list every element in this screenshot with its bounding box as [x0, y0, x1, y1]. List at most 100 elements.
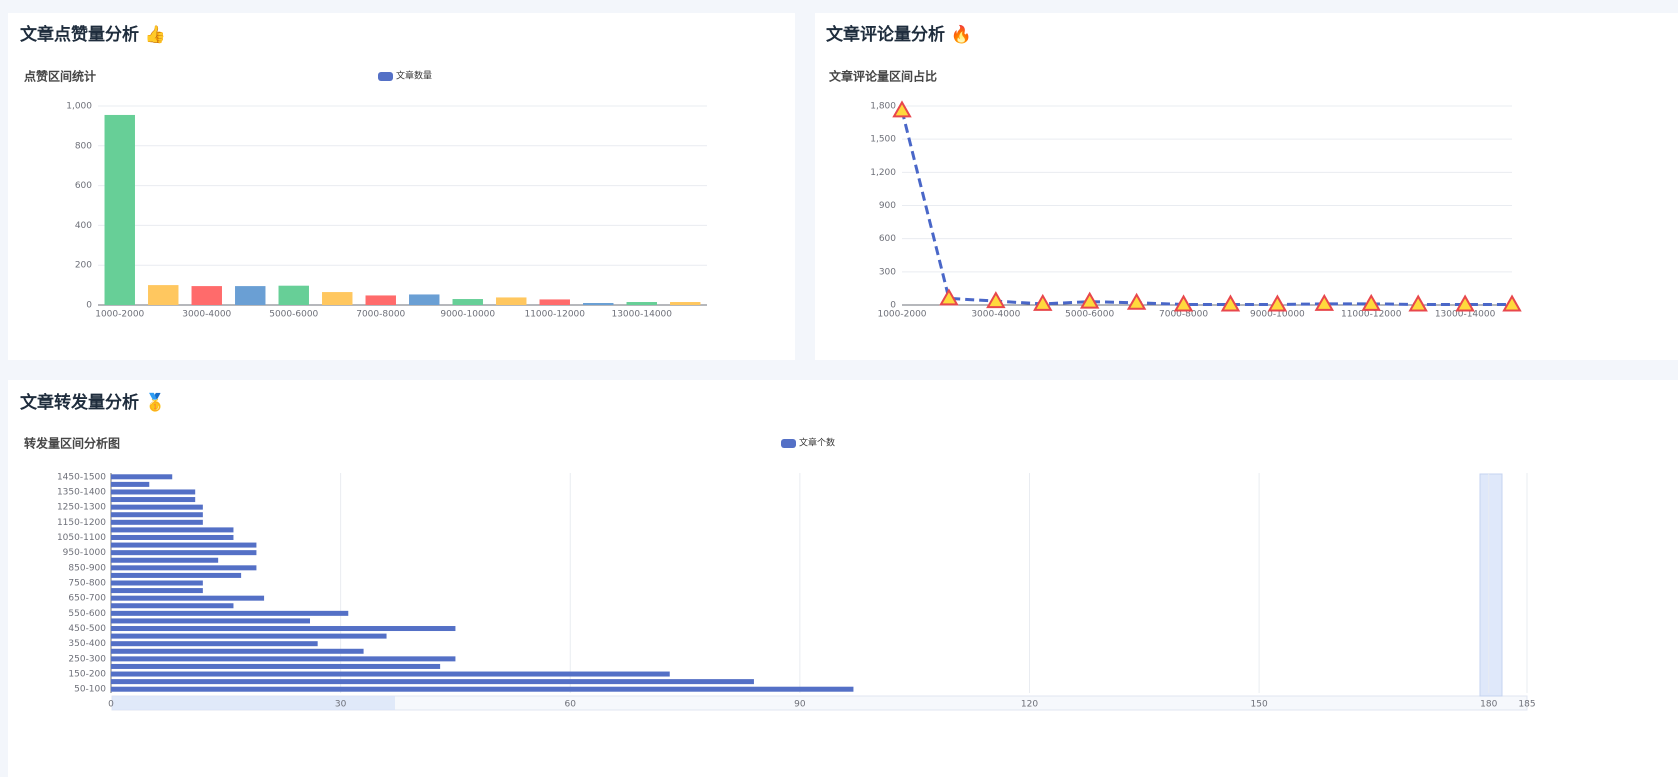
y-tick-label: 400: [75, 221, 92, 231]
bar: [111, 610, 349, 616]
chart-title: 转发量区间分析图: [24, 436, 120, 451]
bar: [104, 114, 135, 305]
panel: [8, 380, 1678, 777]
marker: [1220, 294, 1241, 312]
x-tick-label: 60: [565, 700, 577, 710]
y-tick-label: 550-600: [68, 609, 106, 619]
bar: [111, 671, 670, 677]
y-tick-label: 900: [879, 201, 896, 211]
bar: [365, 295, 396, 305]
zoom-slider[interactable]: [1479, 473, 1503, 697]
bar: [111, 489, 196, 495]
marker: [1314, 293, 1335, 311]
x-tick-label: 13000-14000: [1435, 310, 1496, 320]
bar: [539, 299, 570, 305]
y-tick-label: 950-1000: [63, 548, 107, 558]
y-tick-label: 1,200: [870, 168, 896, 178]
y-tick-label: 750-800: [68, 579, 106, 589]
bar: [626, 302, 657, 305]
y-tick-label: 450-500: [68, 624, 106, 634]
zoom-window[interactable]: [112, 696, 395, 710]
bar: [409, 294, 440, 305]
x-tick-label: 1000-2000: [95, 310, 144, 320]
bar: [111, 603, 234, 609]
bar: [452, 299, 483, 305]
x-tick-label: 7000-8000: [356, 310, 405, 320]
panel: [8, 13, 795, 360]
y-tick-label: 1,000: [66, 102, 92, 112]
bar: [111, 618, 311, 624]
marker: [1408, 294, 1428, 312]
x-tick-label: 7000-8000: [1159, 310, 1208, 320]
bar: [111, 595, 265, 601]
bar: [111, 572, 242, 578]
line: [900, 110, 1512, 306]
legend-label: 文章数量: [396, 70, 432, 82]
y-tick-label: 0: [86, 301, 92, 311]
x-tick-label: 150: [1251, 700, 1268, 710]
legend-label: 文章个数: [799, 437, 835, 449]
panel: [815, 13, 1678, 360]
bar: [111, 527, 234, 533]
bar: [235, 286, 266, 305]
chart-title: 点赞区间统计: [24, 69, 96, 84]
bar: [148, 285, 179, 305]
y-tick-label: 1,500: [870, 135, 896, 145]
marker: [986, 291, 1006, 309]
y-tick-label: 1050-1100: [57, 533, 106, 543]
x-tick-label: 30: [335, 700, 347, 710]
marker: [1267, 294, 1288, 312]
bar: [111, 565, 257, 571]
bar: [111, 656, 456, 662]
marker: [1502, 294, 1522, 312]
x-tick-label: 1000-2000: [877, 310, 926, 320]
x-tick-label: 9000-10000: [1250, 310, 1305, 320]
bar: [670, 302, 701, 305]
x-tick-label: 5000-6000: [269, 310, 318, 320]
y-tick-label: 1,800: [870, 102, 896, 112]
bar: [111, 679, 754, 685]
bar: [111, 588, 203, 594]
y-tick-label: 150-200: [68, 670, 106, 680]
x-tick-label: 9000-10000: [440, 310, 495, 320]
bar: [111, 648, 364, 654]
bar: [278, 285, 309, 305]
marker: [1126, 292, 1147, 310]
bar: [111, 512, 203, 518]
y-tick-label: 50-100: [74, 685, 106, 695]
marker: [1079, 291, 1100, 309]
marker: [1361, 293, 1381, 311]
bar: [111, 580, 203, 586]
bar: [191, 286, 222, 305]
bar: [496, 297, 527, 305]
marker: [939, 288, 959, 306]
y-tick-label: 1150-1200: [57, 518, 106, 528]
marker: [1455, 294, 1475, 312]
x-tick-label: 5000-6000: [1065, 310, 1114, 320]
y-tick-label: 600: [879, 234, 896, 244]
x-tick-label: 11000-12000: [1341, 310, 1402, 320]
bar: [111, 481, 150, 487]
y-tick-label: 300: [879, 267, 896, 277]
panel-title: 文章转发量分析 🥇: [20, 392, 166, 413]
x-tick-label: 0: [108, 700, 114, 710]
panel-title: 文章评论量分析 🔥: [826, 24, 972, 45]
y-tick-label: 850-900: [68, 563, 106, 573]
bar: [111, 626, 456, 632]
bar: [111, 641, 318, 647]
marker: [1033, 293, 1053, 311]
bar: [111, 534, 234, 540]
legend-swatch: [378, 72, 393, 81]
chart-title: 文章评论量区间占比: [829, 69, 937, 84]
bar: [111, 474, 173, 480]
bar: [322, 292, 353, 305]
y-tick-label: 800: [75, 141, 92, 151]
y-tick-label: 350-400: [68, 639, 106, 649]
x-tick-label: 180: [1480, 700, 1497, 710]
y-tick-label: 600: [75, 181, 92, 191]
bar: [111, 557, 219, 563]
y-tick-label: 650-700: [68, 594, 106, 604]
bar: [111, 663, 441, 669]
